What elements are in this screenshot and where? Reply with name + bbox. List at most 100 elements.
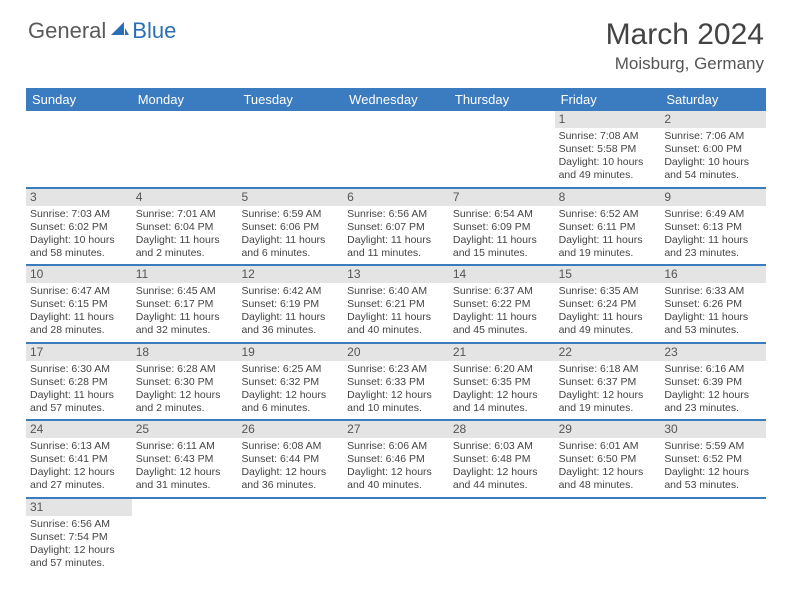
day-number: 8 <box>555 189 661 206</box>
sunrise-text: Sunrise: 6:40 AM <box>347 285 445 298</box>
calendar-cell: 22Sunrise: 6:18 AMSunset: 6:37 PMDayligh… <box>555 344 661 420</box>
daylight-text: Daylight: 12 hours <box>347 466 445 479</box>
day-number: 29 <box>555 421 661 438</box>
daylight-text: Daylight: 11 hours <box>241 311 339 324</box>
sunrise-text: Sunrise: 7:06 AM <box>664 130 762 143</box>
daylight-text: Daylight: 10 hours <box>559 156 657 169</box>
calendar-cell: 6Sunrise: 6:56 AMSunset: 6:07 PMDaylight… <box>343 189 449 265</box>
location: Moisburg, Germany <box>606 54 764 74</box>
sunset-text: Sunset: 6:04 PM <box>136 221 234 234</box>
daylight-text: Daylight: 12 hours <box>559 466 657 479</box>
daylight-text: and 15 minutes. <box>453 247 551 260</box>
calendar-cell: 16 Sunrise: 6:33 AMSunset: 6:26 PMDayligh… <box>660 266 766 342</box>
sunrise-text: Sunrise: 7:03 AM <box>30 208 128 221</box>
day-number: 19 <box>237 344 343 361</box>
day-number: 16 <box>660 266 766 283</box>
weekday-header: Tuesday <box>237 88 343 111</box>
daylight-text: Daylight: 12 hours <box>664 466 762 479</box>
calendar-cell: 14Sunrise: 6:37 AMSunset: 6:22 PMDayligh… <box>449 266 555 342</box>
sunset-text: Sunset: 6:02 PM <box>30 221 128 234</box>
day-number: 22 <box>555 344 661 361</box>
day-number: 14 <box>449 266 555 283</box>
sunset-text: Sunset: 6:37 PM <box>559 376 657 389</box>
daylight-text: and 44 minutes. <box>453 479 551 492</box>
daylight-text: Daylight: 11 hours <box>664 311 762 324</box>
day-number: 6 <box>343 189 449 206</box>
daylight-text: Daylight: 10 hours <box>664 156 762 169</box>
daylight-text: Daylight: 11 hours <box>241 234 339 247</box>
calendar-cell: 21Sunrise: 6:20 AMSunset: 6:35 PMDayligh… <box>449 344 555 420</box>
calendar-cell: 1Sunrise: 7:08 AMSunset: 5:58 PMDaylight… <box>555 111 661 187</box>
day-number: 15 <box>555 266 661 283</box>
header: General Blue March 2024 Moisburg, German… <box>0 0 792 82</box>
daylight-text: and 45 minutes. <box>453 324 551 337</box>
calendar-cell: 12Sunrise: 6:42 AMSunset: 6:19 PMDayligh… <box>237 266 343 342</box>
daylight-text: and 58 minutes. <box>30 247 128 260</box>
weekday-header: Sunday <box>26 88 132 111</box>
sunset-text: Sunset: 6:44 PM <box>241 453 339 466</box>
calendar-cell: 2Sunrise: 7:06 AMSunset: 6:00 PMDaylight… <box>660 111 766 187</box>
page-title: March 2024 <box>606 18 764 52</box>
sunrise-text: Sunrise: 6:54 AM <box>453 208 551 221</box>
calendar-cell-empty <box>555 499 661 575</box>
daylight-text: and 19 minutes. <box>559 402 657 415</box>
sunset-text: Sunset: 6:28 PM <box>30 376 128 389</box>
calendar-row: 31Sunrise: 6:56 AMSunset: 7:54 PMDayligh… <box>26 499 766 575</box>
title-block: March 2024 Moisburg, Germany <box>606 18 764 74</box>
sunrise-text: Sunrise: 6:56 AM <box>30 518 128 531</box>
sunset-text: Sunset: 6:17 PM <box>136 298 234 311</box>
day-number: 27 <box>343 421 449 438</box>
day-number: 21 <box>449 344 555 361</box>
calendar-cell: 5Sunrise: 6:59 AMSunset: 6:06 PMDaylight… <box>237 189 343 265</box>
sunset-text: Sunset: 6:32 PM <box>241 376 339 389</box>
sunset-text: Sunset: 6:39 PM <box>664 376 762 389</box>
daylight-text: Daylight: 12 hours <box>30 544 128 557</box>
calendar-cell-empty <box>132 111 238 187</box>
daylight-text: and 6 minutes. <box>241 402 339 415</box>
daylight-text: Daylight: 11 hours <box>453 234 551 247</box>
daylight-text: Daylight: 12 hours <box>136 389 234 402</box>
day-number: 26 <box>237 421 343 438</box>
sunset-text: Sunset: 6:30 PM <box>136 376 234 389</box>
calendar-cell-empty <box>26 111 132 187</box>
calendar-cell: 17Sunrise: 6:30 AMSunset: 6:28 PMDayligh… <box>26 344 132 420</box>
calendar-cell: 4Sunrise: 7:01 AMSunset: 6:04 PMDaylight… <box>132 189 238 265</box>
calendar-body: 1Sunrise: 7:08 AMSunset: 5:58 PMDaylight… <box>26 111 766 574</box>
sunset-text: Sunset: 6:33 PM <box>347 376 445 389</box>
sunrise-text: Sunrise: 6:33 AM <box>664 285 762 298</box>
sunrise-text: Sunrise: 6:56 AM <box>347 208 445 221</box>
sunset-text: Sunset: 6:11 PM <box>559 221 657 234</box>
calendar-row: 17Sunrise: 6:30 AMSunset: 6:28 PMDayligh… <box>26 344 766 422</box>
daylight-text: and 10 minutes. <box>347 402 445 415</box>
sunset-text: Sunset: 6:46 PM <box>347 453 445 466</box>
daylight-text: Daylight: 12 hours <box>30 466 128 479</box>
daylight-text: Daylight: 11 hours <box>30 311 128 324</box>
sunset-text: Sunset: 6:52 PM <box>664 453 762 466</box>
sunrise-text: Sunrise: 6:25 AM <box>241 363 339 376</box>
sunrise-text: Sunrise: 6:35 AM <box>559 285 657 298</box>
daylight-text: and 2 minutes. <box>136 402 234 415</box>
logo-text-general: General <box>28 18 106 44</box>
daylight-text: and 48 minutes. <box>559 479 657 492</box>
calendar-cell: 30Sunrise: 5:59 AMSunset: 6:52 PMDayligh… <box>660 421 766 497</box>
calendar-header-row: SundayMondayTuesdayWednesdayThursdayFrid… <box>26 88 766 111</box>
calendar-cell-empty <box>660 499 766 575</box>
day-number: 24 <box>26 421 132 438</box>
sunset-text: Sunset: 7:54 PM <box>30 531 128 544</box>
daylight-text: and 40 minutes. <box>347 479 445 492</box>
day-number: 17 <box>26 344 132 361</box>
daylight-text: Daylight: 11 hours <box>347 311 445 324</box>
sunset-text: Sunset: 6:24 PM <box>559 298 657 311</box>
sunrise-text: Sunrise: 6:42 AM <box>241 285 339 298</box>
calendar-cell: 11Sunrise: 6:45 AMSunset: 6:17 PMDayligh… <box>132 266 238 342</box>
calendar-row: 1Sunrise: 7:08 AMSunset: 5:58 PMDaylight… <box>26 111 766 189</box>
calendar-cell: 15Sunrise: 6:35 AMSunset: 6:24 PMDayligh… <box>555 266 661 342</box>
sunrise-text: Sunrise: 6:49 AM <box>664 208 762 221</box>
sunset-text: Sunset: 6:26 PM <box>664 298 762 311</box>
sunrise-text: Sunrise: 6:23 AM <box>347 363 445 376</box>
daylight-text: and 54 minutes. <box>664 169 762 182</box>
sunrise-text: Sunrise: 6:01 AM <box>559 440 657 453</box>
calendar-cell: 29Sunrise: 6:01 AMSunset: 6:50 PMDayligh… <box>555 421 661 497</box>
sunrise-text: Sunrise: 6:20 AM <box>453 363 551 376</box>
calendar-cell: 27Sunrise: 6:06 AMSunset: 6:46 PMDayligh… <box>343 421 449 497</box>
